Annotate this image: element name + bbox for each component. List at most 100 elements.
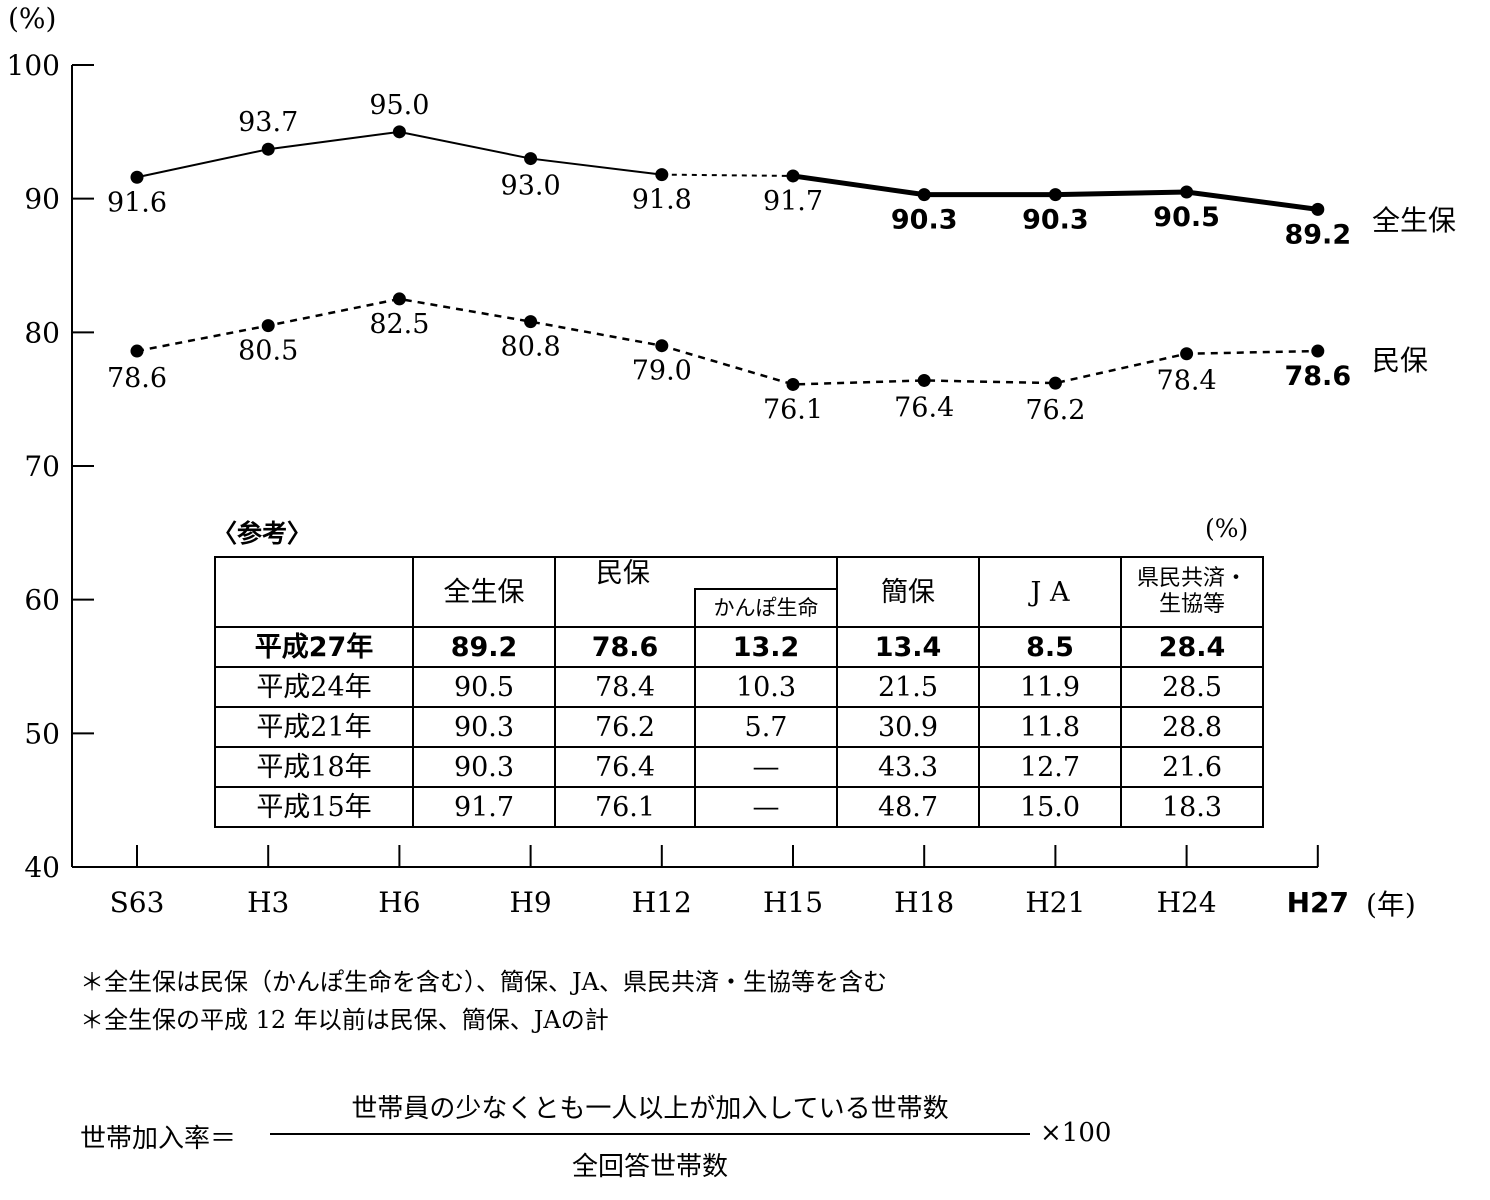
point-zenseiho [524, 152, 538, 166]
table-subheader-row: かんぽ生命 [215, 588, 1263, 628]
label-minpo: 76.2 [1025, 395, 1085, 426]
header-zenseiho: 全生保 [412, 556, 556, 628]
point-zenseiho [786, 169, 800, 183]
row-year: 平成27年 [214, 626, 414, 668]
header-kenmin-line1: 県民共済・ [1136, 565, 1247, 591]
label-zenseiho: 89.2 [1284, 219, 1351, 250]
table-cell: 48.7 [836, 786, 980, 828]
table-cell: 91.7 [412, 786, 556, 828]
header-kanpo: 簡保 [836, 556, 980, 628]
point-minpo [655, 339, 669, 353]
table-cell: — [694, 786, 838, 828]
table-cell: 12.7 [978, 746, 1122, 788]
table-cell: 18.3 [1120, 786, 1264, 828]
table-cell: 89.2 [412, 626, 556, 668]
table-row: 平成27年 89.2 78.6 13.2 13.4 8.5 28.4 [214, 626, 1264, 668]
x-tick-label: H21 [1025, 886, 1085, 919]
point-zenseiho [261, 142, 275, 156]
point-zenseiho [1180, 185, 1194, 199]
table-cell: 21.5 [836, 666, 980, 708]
x-tick-label: H27 [1287, 886, 1349, 919]
table-cell: 76.4 [554, 746, 696, 788]
table-header-row: 全生保 民保 簡保 J A 県民共済・ 生協等 [214, 555, 1264, 628]
point-zenseiho [130, 170, 144, 184]
point-zenseiho [392, 125, 406, 139]
label-minpo: 76.4 [894, 392, 954, 423]
label-minpo: 78.4 [1157, 366, 1217, 397]
point-minpo [524, 315, 538, 329]
formula-numerator: 世帯員の少なくとも一人以上が加入している世帯数 [351, 1094, 949, 1124]
x-tick-label: S63 [110, 886, 165, 919]
y-tick-label: 80 [24, 316, 60, 349]
table-cell: 28.5 [1120, 666, 1264, 708]
point-zenseiho [917, 188, 931, 202]
y-tick-label: 40 [24, 851, 60, 884]
series-name-minpo: 民保 [1372, 344, 1428, 377]
row-year: 平成21年 [214, 706, 414, 748]
table-cell: 5.7 [694, 706, 838, 748]
table-corner [214, 556, 414, 628]
label-zenseiho: 93.0 [501, 171, 561, 202]
table-cell: 90.5 [412, 666, 556, 708]
data-labels: 91.6 93.7 95.0 93.0 91.8 91.7 90.3 90.3 90.5 89.2… [107, 90, 1456, 426]
x-tick-label: H18 [894, 886, 954, 919]
label-minpo: 82.5 [369, 309, 429, 340]
label-zenseiho: 90.3 [1022, 205, 1089, 236]
table-cell: 28.8 [1120, 706, 1264, 748]
header-minpo-blank [554, 589, 695, 628]
table-cell: 76.1 [554, 786, 696, 828]
line-chart: (%) 40 50 60 70 80 90 100 S63 H3 H6 H9 H12 H15 H18 H21… [7, 2, 1456, 921]
table-cell: 30.9 [836, 706, 980, 748]
point-zenseiho [1311, 202, 1325, 216]
label-minpo: 78.6 [107, 363, 167, 394]
x-tick-label: H24 [1157, 886, 1217, 919]
header-minpo: 民保 [554, 555, 838, 590]
x-tick-label: H3 [247, 886, 289, 919]
point-minpo [130, 344, 144, 358]
series-zenseiho-line-gap [661, 173, 794, 177]
table-row: 平成15年 91.7 76.1—48.7 15.0 18.3 [214, 786, 1264, 828]
header-kenmin-line2: 生協等 [1158, 592, 1225, 617]
y-tick-label: 60 [24, 584, 60, 617]
y-tick-label: 50 [24, 717, 60, 750]
point-minpo [261, 319, 275, 333]
table-cell: 43.3 [836, 746, 980, 788]
table-cell: 15.0 [978, 786, 1122, 828]
table-cell: 10.3 [694, 666, 838, 708]
reference-table: 全生保 民保 簡保 J A 県民共済・ 生協等 かんぽ生命 平成27年 89.2 78… [214, 555, 1264, 828]
table-row: 平成18年 90.3 76.4—43.3 12.7 21.6 [214, 746, 1264, 788]
note-2: ＊全生保の平成 12 年以前は民保、簡保、JAの計 [80, 1006, 609, 1034]
label-zenseiho: 95.0 [369, 90, 429, 121]
reference-caption: 〈参考〉 [212, 519, 313, 548]
y-tick-label: 70 [24, 450, 60, 483]
header-kenmin: 県民共済・ 生協等 [1120, 556, 1264, 628]
reference-unit: (%) [1205, 514, 1249, 543]
point-minpo [392, 292, 406, 306]
point-minpo [786, 377, 800, 391]
y-tick-label: 90 [24, 183, 60, 216]
table-cell: 13.2 [694, 626, 838, 668]
label-zenseiho: 91.8 [632, 185, 692, 216]
table-cell: 21.6 [1120, 746, 1264, 788]
label-zenseiho: 91.6 [107, 187, 167, 218]
label-zenseiho: 93.7 [238, 107, 298, 138]
table-cell: 11.8 [978, 706, 1122, 748]
note-1: ＊全生保は民保（かんぽ生命を含む）、簡保、JA、県民共済・生協等を含む [80, 968, 887, 996]
point-zenseiho [1048, 188, 1062, 202]
data-points [130, 125, 1325, 391]
point-minpo [917, 373, 931, 387]
table-cell: 78.4 [554, 666, 696, 708]
table-cell: 11.9 [978, 666, 1122, 708]
formula-denominator: 全回答世帯数 [571, 1152, 728, 1182]
table-row: 平成21年 90.3 76.2 5.7 30.9 11.8 28.8 [214, 706, 1264, 748]
series-name-zenseiho: 全生保 [1372, 204, 1456, 237]
header-kanpo-seimei: かんぽ生命 [694, 588, 838, 628]
label-minpo: 76.1 [763, 394, 823, 425]
table-cell: 8.5 [978, 626, 1122, 668]
table-cell: 28.4 [1120, 626, 1264, 668]
point-minpo [1180, 347, 1194, 361]
table-cell: 76.2 [554, 706, 696, 748]
x-tick-label: H6 [378, 886, 420, 919]
x-tick-label: H15 [763, 886, 823, 919]
row-year: 平成24年 [214, 666, 414, 708]
